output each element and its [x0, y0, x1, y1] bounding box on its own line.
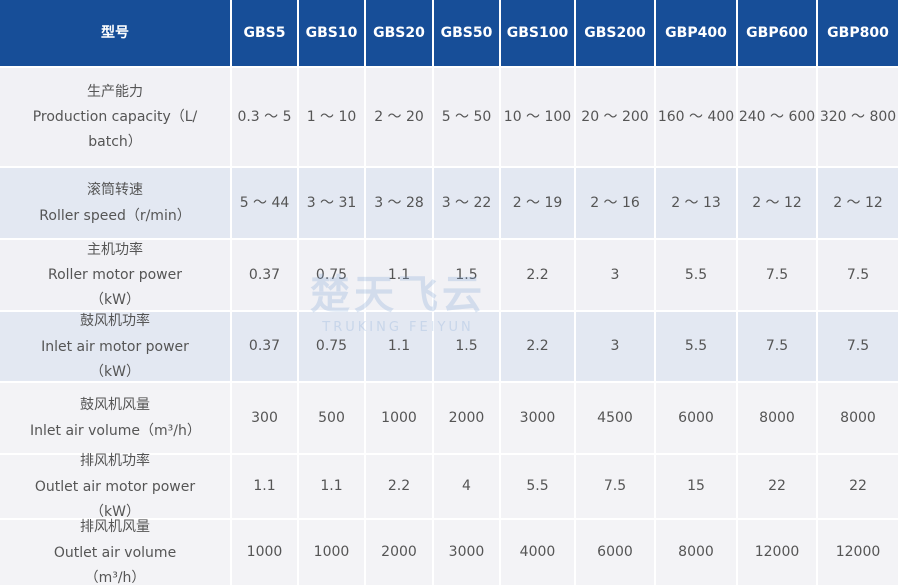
value-cell: 0.75 — [299, 240, 366, 312]
value-cell: 6000 — [656, 383, 738, 455]
row-label: 鼓风机风量 Inlet air volume（m³/h） — [0, 383, 232, 455]
value-cell: 3000 — [434, 520, 501, 587]
value-cell: 5 ～ 44 — [232, 168, 299, 240]
label-en: Roller speed（r/min） — [39, 207, 191, 224]
value-cell: 3 ～ 28 — [366, 168, 434, 240]
label-en: Inlet air motor power（kW） — [41, 338, 189, 380]
value-cell: 2 ～ 12 — [818, 168, 900, 240]
value-cell: 3 — [576, 240, 656, 312]
header-cell: GBP800 — [818, 0, 900, 68]
value-cell: 8000 — [818, 383, 900, 455]
label-en: Inlet air volume（m³/h） — [30, 422, 201, 439]
row-label: 生产能力 Production capacity（L/ batch） — [0, 68, 232, 168]
value-cell: 8000 — [738, 383, 818, 455]
value-cell: 2000 — [366, 520, 434, 587]
value-cell: 7.5 — [738, 312, 818, 383]
value-cell: 22 — [738, 455, 818, 520]
value-cell: 8000 — [656, 520, 738, 587]
value-cell: 300 — [232, 383, 299, 455]
value-cell: 1.1 — [299, 455, 366, 520]
label-en: Production capacity（L/ batch） — [32, 109, 198, 151]
value-cell: 320 ～ 800 — [818, 68, 900, 168]
header-cell: GBS10 — [299, 0, 366, 68]
label-en: Roller motor power（kW） — [48, 267, 182, 309]
row-label: 排风机功率 Outlet air motor power（kW） — [0, 453, 232, 520]
value-cell: 6000 — [576, 520, 656, 587]
value-cell: 4000 — [501, 520, 576, 587]
value-cell: 15 — [656, 455, 738, 520]
value-cell: 22 — [818, 455, 900, 520]
value-cell: 240 ～ 600 — [738, 68, 818, 168]
value-cell: 2 ～ 16 — [576, 168, 656, 240]
label-en: Outlet air motor power（kW） — [34, 478, 196, 520]
value-cell: 5 ～ 50 — [434, 68, 501, 168]
header-cell: GBP600 — [738, 0, 818, 68]
value-cell: 2 ～ 19 — [501, 168, 576, 240]
value-cell: 1000 — [299, 520, 366, 587]
label-zh: 排风机风量 — [80, 519, 150, 536]
value-cell: 1000 — [366, 383, 434, 455]
label-zh: 生产能力 — [87, 83, 143, 100]
label-zh: 主机功率 — [87, 241, 143, 258]
value-cell: 7.5 — [818, 312, 900, 383]
value-cell: 3 — [576, 312, 656, 383]
value-cell: 0.37 — [232, 240, 299, 312]
value-cell: 500 — [299, 383, 366, 455]
row-label: 鼓风机功率 Inlet air motor power（kW） — [0, 312, 232, 383]
value-cell: 1 ～ 10 — [299, 68, 366, 168]
value-cell: 10 ～ 100 — [501, 68, 576, 168]
header-cell: GBS20 — [366, 0, 434, 68]
value-cell: 1.1 — [366, 312, 434, 383]
value-cell: 3 ～ 22 — [434, 168, 501, 240]
label-zh: 滚筒转速 — [87, 182, 143, 199]
value-cell: 12000 — [818, 520, 900, 587]
value-cell: 1.5 — [434, 312, 501, 383]
label-en: Outlet air volume（m³/h） — [53, 544, 177, 586]
value-cell: 1.5 — [434, 240, 501, 312]
value-cell: 5.5 — [656, 240, 738, 312]
value-cell: 1.1 — [232, 455, 299, 520]
value-cell: 3 ～ 31 — [299, 168, 366, 240]
value-cell: 5.5 — [656, 312, 738, 383]
row-label: 排风机风量 Outlet air volume（m³/h） — [0, 519, 232, 587]
header-cell: GBS100 — [501, 0, 576, 68]
header-cell: 型号 — [0, 0, 232, 68]
value-cell: 4 — [434, 455, 501, 520]
value-cell: 12000 — [738, 520, 818, 587]
value-cell: 0.37 — [232, 312, 299, 383]
header-cell: GBP400 — [656, 0, 738, 68]
value-cell: 1000 — [232, 520, 299, 587]
value-cell: 0.75 — [299, 312, 366, 383]
value-cell: 4500 — [576, 383, 656, 455]
label-zh: 鼓风机风量 — [80, 397, 150, 414]
header-cell: GBS50 — [434, 0, 501, 68]
label-zh: 排风机功率 — [80, 453, 150, 470]
value-cell: 2 ～ 12 — [738, 168, 818, 240]
value-cell: 160 ～ 400 — [656, 68, 738, 168]
value-cell: 2 ～ 20 — [366, 68, 434, 168]
value-cell: 2.2 — [501, 240, 576, 312]
row-label: 滚筒转速 Roller speed（r/min） — [0, 168, 232, 240]
value-cell: 3000 — [501, 383, 576, 455]
value-cell: 7.5 — [818, 240, 900, 312]
label-zh: 鼓风机功率 — [80, 313, 150, 330]
value-cell: 1.1 — [366, 240, 434, 312]
value-cell: 7.5 — [576, 455, 656, 520]
header-cell: GBS200 — [576, 0, 656, 68]
value-cell: 0.3 ～ 5 — [232, 68, 299, 168]
value-cell: 2.2 — [366, 455, 434, 520]
value-cell: 2.2 — [501, 312, 576, 383]
value-cell: 5.5 — [501, 455, 576, 520]
value-cell: 20 ～ 200 — [576, 68, 656, 168]
value-cell: 2 ～ 13 — [656, 168, 738, 240]
row-label: 主机功率 Roller motor power（kW） — [0, 240, 232, 312]
header-cell: GBS5 — [232, 0, 299, 68]
value-cell: 7.5 — [738, 240, 818, 312]
value-cell: 2000 — [434, 383, 501, 455]
